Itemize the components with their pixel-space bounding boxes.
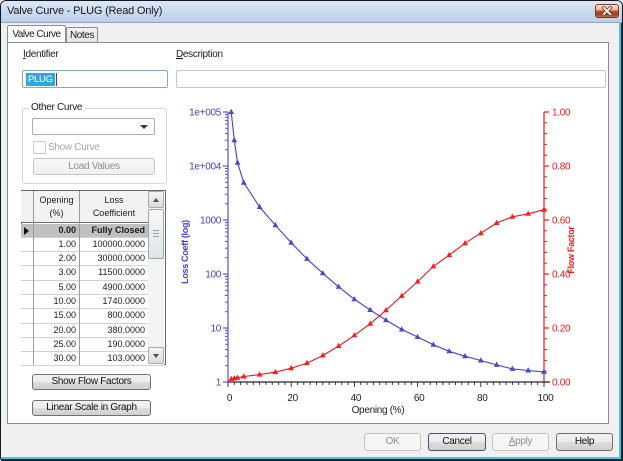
- svg-text:Loss Coeff (log): Loss Coeff (log): [180, 220, 190, 284]
- svg-text:1e+004: 1e+004: [189, 162, 222, 173]
- svg-text:10: 10: [210, 324, 221, 335]
- svg-text:1e+005: 1e+005: [189, 108, 222, 119]
- svg-text:100: 100: [538, 393, 555, 404]
- svg-text:0.40: 0.40: [552, 270, 571, 281]
- svg-text:Opening (%): Opening (%): [352, 405, 405, 416]
- svg-text:1000: 1000: [200, 216, 222, 227]
- svg-text:0.80: 0.80: [552, 162, 571, 173]
- svg-text:1.00: 1.00: [552, 108, 571, 119]
- svg-text:100: 100: [205, 270, 222, 281]
- svg-text:60: 60: [414, 393, 425, 404]
- svg-text:0.00: 0.00: [552, 378, 571, 389]
- svg-text:0: 0: [227, 393, 233, 404]
- svg-text:20: 20: [287, 393, 298, 404]
- svg-text:Flow Factor: Flow Factor: [566, 226, 576, 274]
- svg-text:0.20: 0.20: [552, 324, 571, 335]
- svg-text:1: 1: [216, 378, 222, 389]
- svg-text:40: 40: [351, 393, 362, 404]
- svg-text:80: 80: [477, 393, 488, 404]
- svg-text:0.60: 0.60: [552, 216, 571, 227]
